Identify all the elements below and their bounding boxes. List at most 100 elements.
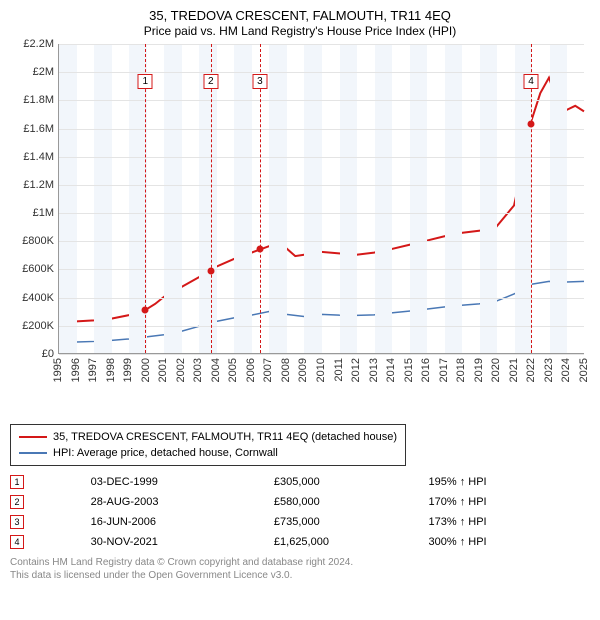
y-tick-label: £1.8M	[23, 94, 54, 106]
transaction-table: 1 03-DEC-1999£305,000195% ↑ HPI 2 28-AUG-20…	[10, 472, 590, 552]
x-tick-label: 2001	[157, 358, 169, 382]
table-cell-price: £735,000	[274, 512, 429, 532]
marker-line	[260, 44, 261, 353]
marker-dot	[207, 268, 214, 275]
x-tick-label: 2018	[455, 358, 467, 382]
x-tick-label: 2004	[210, 358, 222, 382]
x-tick-label: 2000	[140, 358, 152, 382]
grid-line-h	[59, 129, 584, 130]
y-tick-label: £800K	[22, 235, 54, 247]
table-cell-pct: 300% ↑ HPI	[429, 532, 590, 552]
marker-box: 1	[138, 74, 153, 89]
legend-row: HPI: Average price, detached house, Corn…	[19, 445, 397, 461]
x-tick-label: 1998	[105, 358, 117, 382]
legend-swatch	[19, 452, 47, 454]
grid-line-h	[59, 185, 584, 186]
x-tick-label: 2019	[473, 358, 485, 382]
x-tick-label: 2022	[525, 358, 537, 382]
title-block: 35, TREDOVA CRESCENT, FALMOUTH, TR11 4EQ…	[10, 6, 590, 44]
grid-line-h	[59, 269, 584, 270]
chart-area: £0£200K£400K£600K£800K£1M£1.2M£1.4M£1.6M…	[10, 44, 590, 354]
year-band	[164, 44, 182, 353]
year-band	[199, 44, 217, 353]
footer-line-2: This data is licensed under the Open Gov…	[10, 569, 590, 582]
table-cell-pct: 195% ↑ HPI	[429, 472, 590, 492]
x-tick-label: 2013	[368, 358, 380, 382]
x-tick-label: 1995	[52, 358, 64, 382]
x-tick-label: 2017	[438, 358, 450, 382]
table-cell-date: 03-DEC-1999	[91, 472, 274, 492]
legend-row: 35, TREDOVA CRESCENT, FALMOUTH, TR11 4EQ…	[19, 429, 397, 445]
marker-box: 4	[523, 74, 538, 89]
x-tick-label: 2007	[262, 358, 274, 382]
mini-marker: 3	[10, 515, 24, 529]
table-cell-pct: 173% ↑ HPI	[429, 512, 590, 532]
x-tick-label: 2021	[508, 358, 520, 382]
y-tick-label: £600K	[22, 263, 54, 275]
grid-line-h	[59, 100, 584, 101]
table-cell-price: £305,000	[274, 472, 429, 492]
table-row: 3 16-JUN-2006£735,000173% ↑ HPI	[10, 512, 590, 532]
legend-swatch	[19, 436, 47, 438]
x-tick-label: 2024	[560, 358, 572, 382]
year-band	[304, 44, 322, 353]
y-tick-label: £2.2M	[23, 38, 54, 50]
grid-line-h	[59, 213, 584, 214]
mini-marker: 2	[10, 495, 24, 509]
table-row: 1 03-DEC-1999£305,000195% ↑ HPI	[10, 472, 590, 492]
x-tick-label: 2010	[315, 358, 327, 382]
footer-line-1: Contains HM Land Registry data © Crown c…	[10, 556, 590, 569]
y-tick-label: £1M	[33, 207, 54, 219]
x-tick-label: 2015	[403, 358, 415, 382]
x-tick-label: 1996	[70, 358, 82, 382]
grid-line-h	[59, 298, 584, 299]
table-cell-price: £580,000	[274, 492, 429, 512]
table-cell-date: 30-NOV-2021	[91, 532, 274, 552]
x-tick-label: 2003	[192, 358, 204, 382]
grid-line-h	[59, 241, 584, 242]
table-row: 2 28-AUG-2003£580,000170% ↑ HPI	[10, 492, 590, 512]
mini-marker: 1	[10, 475, 24, 489]
year-band	[410, 44, 428, 353]
x-tick-label: 2005	[227, 358, 239, 382]
y-axis: £0£200K£400K£600K£800K£1M£1.2M£1.4M£1.6M…	[10, 44, 58, 354]
x-tick-label: 1999	[122, 358, 134, 382]
year-band	[340, 44, 358, 353]
y-tick-label: £400K	[22, 292, 54, 304]
table-row: 4 30-NOV-2021£1,625,000300% ↑ HPI	[10, 532, 590, 552]
x-tick-label: 2009	[297, 358, 309, 382]
page: 35, TREDOVA CRESCENT, FALMOUTH, TR11 4EQ…	[0, 0, 600, 620]
table-cell-price: £1,625,000	[274, 532, 429, 552]
grid-line-h	[59, 44, 584, 45]
table-cell-date: 28-AUG-2003	[91, 492, 274, 512]
x-tick-label: 2002	[175, 358, 187, 382]
year-band	[269, 44, 287, 353]
y-tick-label: £2M	[33, 66, 54, 78]
x-tick-label: 2006	[245, 358, 257, 382]
year-band	[480, 44, 498, 353]
y-tick-label: £200K	[22, 320, 54, 332]
year-band	[445, 44, 463, 353]
legend: 35, TREDOVA CRESCENT, FALMOUTH, TR11 4EQ…	[10, 424, 406, 466]
year-band	[94, 44, 112, 353]
table-cell-pct: 170% ↑ HPI	[429, 492, 590, 512]
year-band	[375, 44, 393, 353]
x-tick-label: 2023	[543, 358, 555, 382]
grid-line-h	[59, 326, 584, 327]
mini-marker: 4	[10, 535, 24, 549]
x-tick-label: 2012	[350, 358, 362, 382]
x-axis: 1995199619971998199920002001200220032004…	[58, 354, 584, 414]
x-tick-label: 2008	[280, 358, 292, 382]
table-cell-date: 16-JUN-2006	[91, 512, 274, 532]
chart-subtitle: Price paid vs. HM Land Registry's House …	[10, 24, 590, 38]
x-tick-label: 1997	[87, 358, 99, 382]
marker-box: 3	[252, 74, 267, 89]
marker-line	[211, 44, 212, 353]
y-tick-label: £1.6M	[23, 123, 54, 135]
marker-line	[531, 44, 532, 353]
marker-dot	[142, 307, 149, 314]
legend-label: 35, TREDOVA CRESCENT, FALMOUTH, TR11 4EQ…	[53, 431, 397, 443]
marker-dot	[256, 246, 263, 253]
year-band	[515, 44, 533, 353]
x-tick-label: 2025	[578, 358, 590, 382]
